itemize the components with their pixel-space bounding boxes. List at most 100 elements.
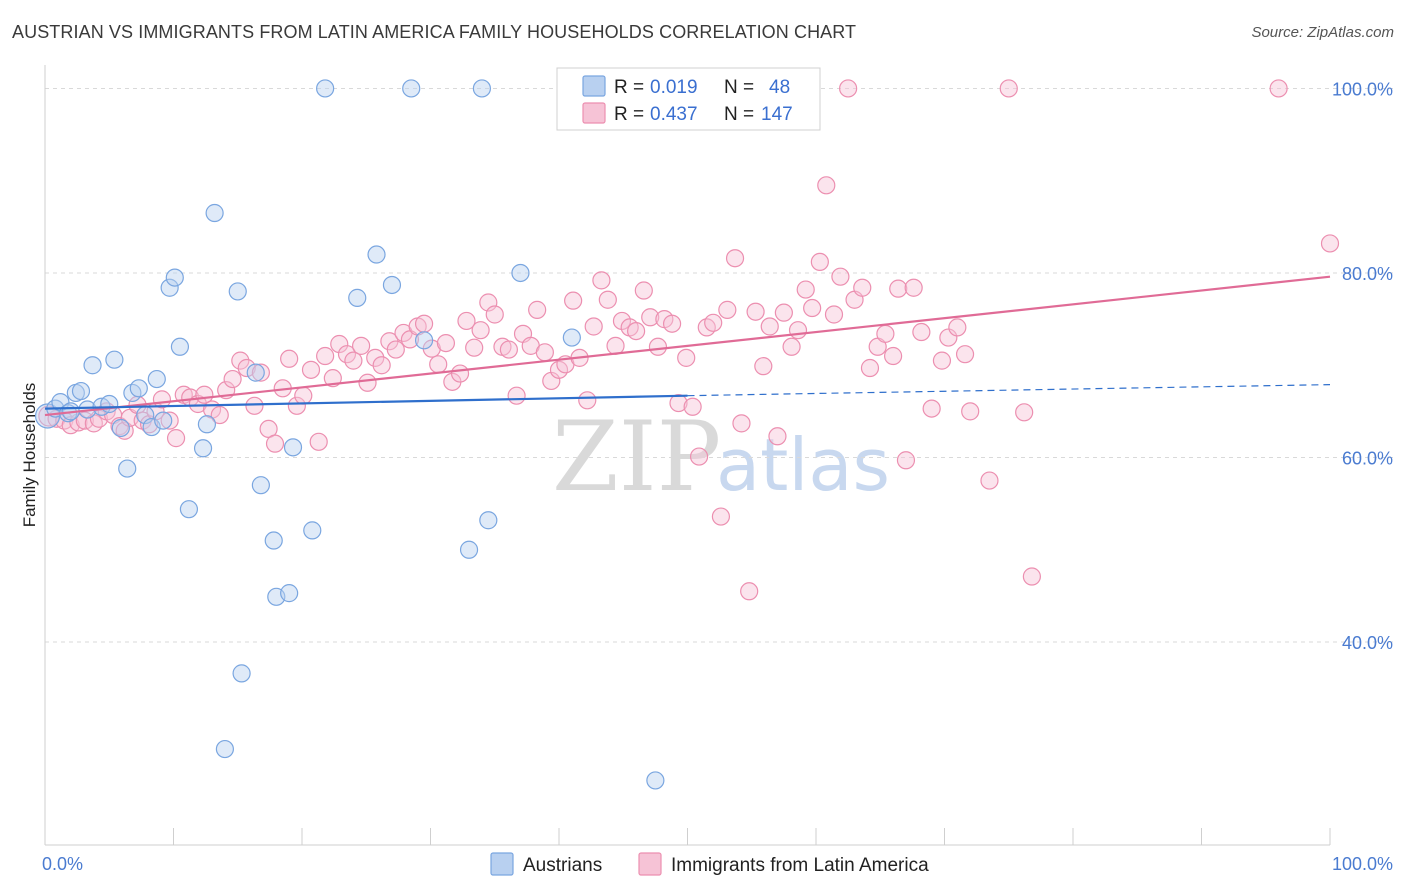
data-point: [912, 322, 931, 342]
y-axis-label: Family Households: [20, 383, 39, 528]
data-point: [824, 305, 844, 324]
bottom-legend: Austrians Immigrants from Latin America: [490, 852, 929, 876]
data-point: [782, 337, 801, 356]
data-point: [344, 351, 363, 370]
data-point: [999, 79, 1018, 98]
data-point: [165, 268, 184, 287]
data-point: [367, 245, 386, 264]
data-point: [111, 418, 130, 438]
data-point: [348, 288, 367, 307]
data-point: [760, 317, 779, 336]
data-point: [889, 279, 908, 298]
data-point: [626, 322, 646, 341]
data-point: [860, 358, 880, 378]
data-point: [457, 311, 476, 331]
data-point: [499, 340, 518, 359]
data-point: [718, 300, 737, 319]
data-point: [287, 396, 306, 415]
data-point: [366, 348, 385, 367]
x-tick-labels: 0.0% 100.0%: [42, 854, 1393, 874]
data-point: [265, 434, 285, 453]
data-point: [535, 343, 554, 362]
data-point: [932, 351, 952, 370]
data-point: [264, 531, 283, 550]
legend-r-label-immigrants: R =: [614, 104, 644, 125]
data-point: [179, 500, 199, 519]
data-point: [372, 356, 391, 375]
data-point: [231, 351, 250, 370]
data-point: [479, 511, 498, 530]
data-point: [170, 337, 190, 356]
data-point: [245, 396, 264, 415]
data-point: [142, 417, 161, 437]
bottom-legend-swatch-immigrants: [638, 852, 662, 876]
source-label: Source: ZipAtlas.com: [1251, 24, 1394, 41]
data-point: [471, 321, 490, 340]
data-point: [876, 324, 895, 343]
data-point: [197, 415, 217, 434]
x-tick-label: 0.0%: [42, 854, 83, 874]
data-point: [669, 393, 688, 413]
data-point: [129, 379, 148, 398]
data-point: [788, 321, 808, 340]
data-point: [301, 360, 321, 379]
data-point: [1015, 403, 1034, 422]
data-point: [648, 337, 668, 356]
data-point: [939, 328, 958, 347]
axes: [44, 65, 1331, 846]
data-point: [584, 317, 603, 336]
data-point: [562, 328, 581, 347]
legend-r-value-immigrants: 0.437: [650, 104, 698, 125]
legend: R = 0.019 N = 48 R = 0.437 N = 147: [556, 67, 821, 131]
data-point: [606, 336, 625, 355]
data-point: [472, 79, 491, 98]
data-point: [528, 300, 547, 319]
data-point: [232, 664, 251, 683]
legend-swatch-austrians: [582, 75, 606, 97]
data-point: [725, 249, 745, 268]
data-point: [280, 584, 299, 603]
data-point: [677, 348, 696, 367]
data-point: [831, 267, 850, 286]
data-point: [246, 363, 265, 382]
data-point: [511, 263, 530, 283]
data-point: [774, 303, 793, 322]
data-point: [147, 369, 166, 389]
y-tick-label: 40.0%: [1342, 633, 1393, 653]
data-point: [980, 471, 999, 490]
data-point: [883, 346, 903, 366]
data-point: [118, 459, 137, 478]
data-point: [689, 447, 709, 466]
trend-line-immigrants: [44, 275, 1331, 417]
data-point: [955, 345, 975, 364]
data-point: [948, 318, 967, 337]
data-point: [215, 739, 234, 759]
data-point: [83, 356, 102, 375]
data-point: [294, 386, 313, 405]
series-immigrants-points: [38, 79, 1340, 601]
data-point: [1320, 234, 1340, 253]
watermark: ZIP atlas: [552, 401, 890, 513]
data-point: [382, 275, 402, 295]
data-point: [592, 271, 611, 290]
legend-r-value-austrians: 0.019: [650, 77, 698, 98]
data-point: [429, 355, 448, 374]
data-point: [228, 282, 247, 301]
data-point: [100, 394, 119, 414]
data-point: [697, 318, 716, 337]
data-point: [704, 313, 723, 332]
data-point: [1022, 567, 1041, 586]
data-point: [839, 79, 858, 98]
data-point: [193, 439, 213, 458]
data-point: [414, 314, 434, 333]
data-point: [337, 345, 357, 364]
data-point: [896, 451, 916, 470]
y-tick-label: 80.0%: [1342, 264, 1393, 284]
legend-n-value-austrians: 48: [769, 77, 790, 98]
data-point: [459, 540, 479, 559]
trend-lines: [44, 275, 1331, 417]
trend-line-austrians: [44, 394, 688, 410]
data-point: [732, 414, 751, 433]
x-tick-label: 100.0%: [1332, 854, 1393, 874]
data-point: [961, 402, 980, 421]
